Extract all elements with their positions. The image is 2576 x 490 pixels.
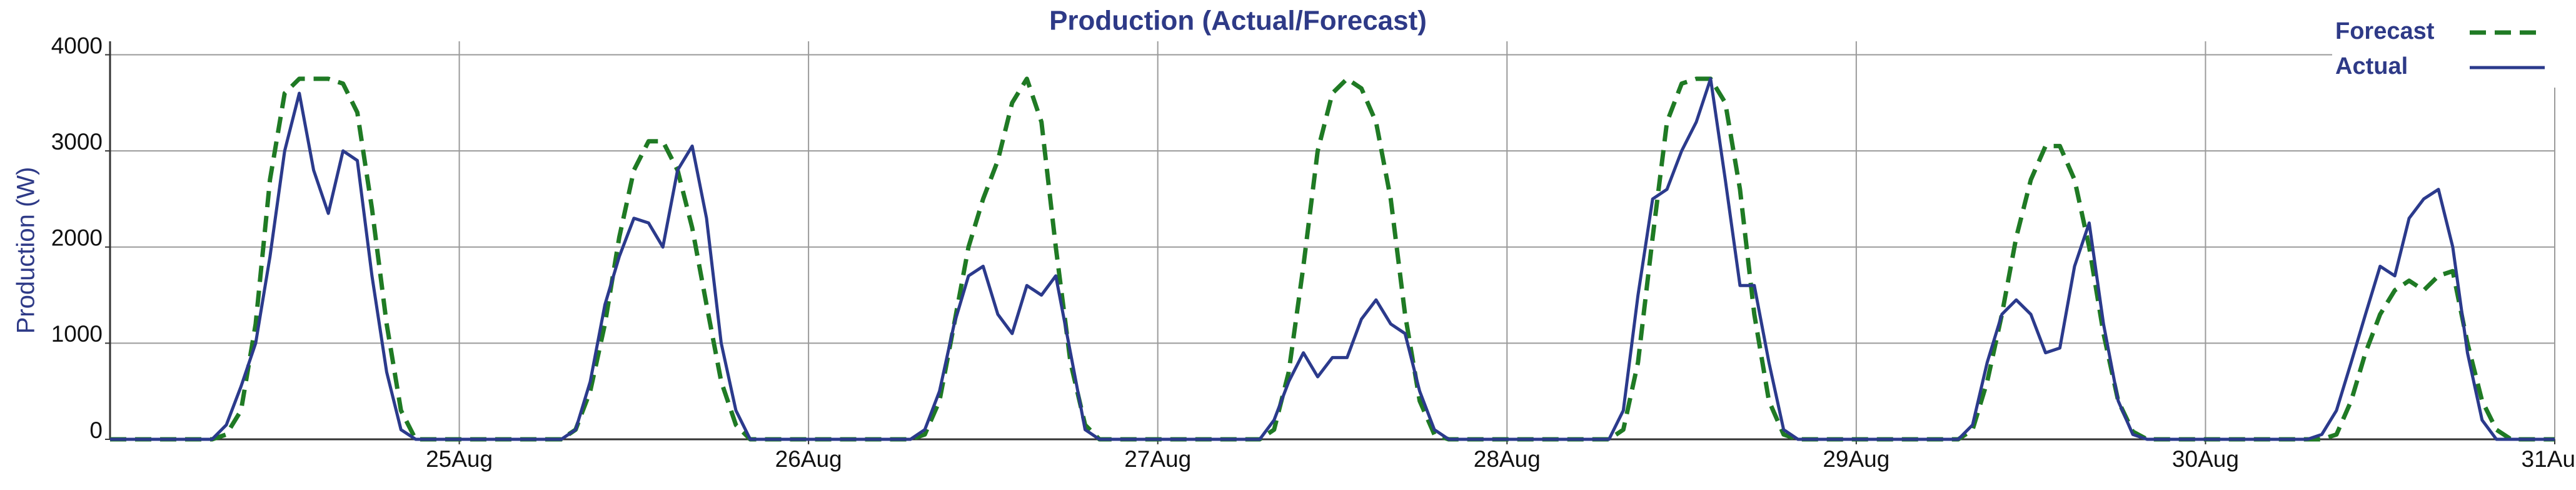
y-tick-label: 4000 xyxy=(51,33,103,58)
x-tick-label: 27Aug xyxy=(1124,446,1191,472)
x-tick-label: 31Aug xyxy=(2522,446,2576,472)
y-tick-label: 2000 xyxy=(51,225,103,251)
series-line xyxy=(110,77,2555,441)
chart-title: Production (Actual/Forecast) xyxy=(1049,6,1427,36)
x-tick-label: 28Aug xyxy=(1474,446,1541,472)
y-axis-label: Production (W) xyxy=(13,167,40,334)
legend-label: Actual xyxy=(2335,53,2408,79)
x-tick-label: 30Aug xyxy=(2172,446,2239,472)
series-line xyxy=(110,76,2555,442)
legend-box xyxy=(2332,13,2570,88)
y-tick-label: 1000 xyxy=(51,321,103,347)
x-tick-label: 25Aug xyxy=(426,446,493,472)
x-tick-label: 29Aug xyxy=(1823,446,1889,472)
x-tick-label: 26Aug xyxy=(775,446,842,472)
y-tick-label: 3000 xyxy=(51,129,103,155)
legend-label: Forecast xyxy=(2335,18,2435,44)
y-tick-label: 0 xyxy=(89,417,103,443)
